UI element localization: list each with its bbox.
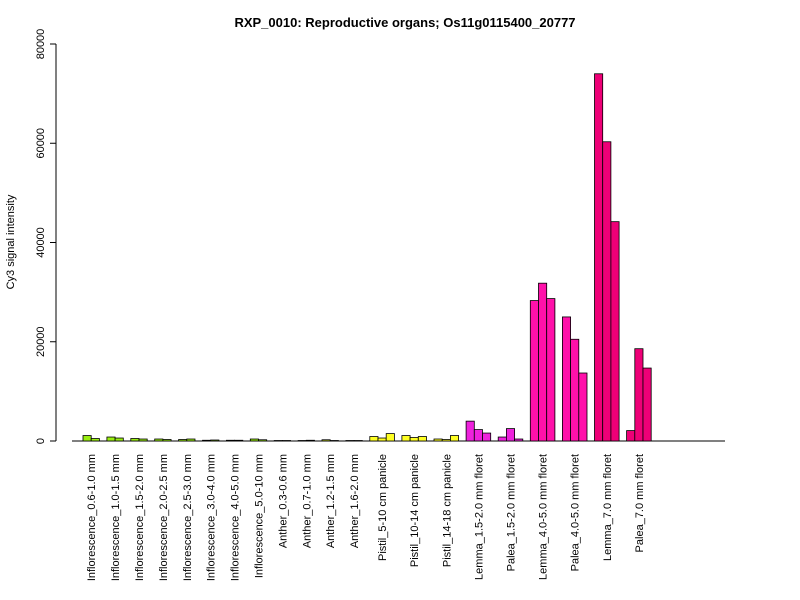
y-axis: 0 20000 40000 60000 80000 bbox=[35, 29, 57, 444]
x-category-label: Lemma_7.0 mm floret bbox=[602, 454, 614, 561]
bar bbox=[473, 429, 483, 442]
bar bbox=[634, 348, 644, 442]
bar bbox=[441, 439, 451, 442]
bar bbox=[642, 367, 652, 442]
bar bbox=[433, 438, 443, 442]
x-category-label: Anther_0.3-0.6 mm bbox=[277, 454, 289, 548]
bar bbox=[234, 439, 244, 442]
x-category-label: Pistil_10-14 cm panicle bbox=[409, 454, 421, 567]
bar bbox=[562, 316, 572, 442]
bar bbox=[505, 428, 515, 442]
bar bbox=[529, 300, 539, 442]
x-category-label: Anther_0.7-1.0 mm bbox=[301, 454, 313, 548]
bar bbox=[82, 435, 92, 442]
x-category-label: Inflorescence_1.0-1.5 mm bbox=[110, 454, 122, 581]
y-axis-label: Cy3 signal intensity bbox=[5, 194, 17, 289]
x-category-label: Palea_7.0 mm floret bbox=[634, 454, 646, 552]
bars bbox=[72, 73, 725, 442]
x-category-label: Pistil_14-18 cm panicle bbox=[441, 454, 453, 567]
x-category-label: Anther_1.2-1.5 mm bbox=[325, 454, 337, 548]
bar bbox=[602, 141, 612, 442]
bar bbox=[258, 439, 268, 442]
x-category-label: Palea_4.0-5.0 mm floret bbox=[570, 454, 582, 571]
bar bbox=[106, 436, 116, 442]
bar bbox=[417, 436, 427, 442]
bar bbox=[114, 437, 124, 442]
y-tick-label: 0 bbox=[35, 438, 47, 444]
bar bbox=[626, 430, 636, 442]
y-tick-label: 20000 bbox=[35, 326, 47, 357]
bar bbox=[249, 438, 259, 442]
bar bbox=[90, 438, 100, 442]
x-category-label: Lemma_4.0-5.0 mm floret bbox=[538, 454, 550, 580]
bar bbox=[409, 437, 419, 442]
bar bbox=[497, 436, 507, 442]
bar bbox=[465, 420, 475, 442]
bar bbox=[210, 439, 220, 442]
bar bbox=[202, 439, 212, 442]
bar bbox=[130, 438, 140, 442]
bar bbox=[482, 432, 492, 442]
bar bbox=[225, 439, 235, 442]
y-tick-label: 60000 bbox=[35, 128, 47, 159]
bar bbox=[321, 439, 331, 442]
x-category-label: Inflorescence_2.0-2.5 mm bbox=[158, 454, 170, 581]
x-category-label: Inflorescence_3.0-4.0 mm bbox=[206, 454, 218, 581]
x-category-label: Lemma_1.5-2.0 mm floret bbox=[473, 454, 485, 580]
bar bbox=[154, 438, 164, 442]
bar bbox=[546, 298, 556, 442]
bar bbox=[385, 433, 395, 442]
bar bbox=[305, 439, 315, 442]
x-category-label: Palea_1.5-2.0 mm floret bbox=[506, 454, 518, 571]
bar bbox=[162, 439, 172, 442]
bar bbox=[186, 438, 196, 442]
bar bbox=[610, 221, 620, 442]
x-category-label: Inflorescence_2.5-3.0 mm bbox=[182, 454, 194, 581]
bar bbox=[578, 372, 588, 442]
bar bbox=[138, 438, 148, 442]
x-category-label: Inflorescence_5.0-10 mm bbox=[254, 454, 266, 578]
y-tick-label: 40000 bbox=[35, 227, 47, 258]
x-category-label: Inflorescence_4.0-5.0 mm bbox=[230, 454, 242, 581]
x-category-label: Inflorescence_1.5-2.0 mm bbox=[134, 454, 146, 581]
bar bbox=[178, 439, 188, 442]
x-category-label: Inflorescence_0.6-1.0 mm bbox=[86, 454, 98, 581]
x-axis-labels: Inflorescence_0.6-1.0 mm Inflorescence_1.… bbox=[86, 454, 646, 581]
bar bbox=[377, 437, 387, 442]
chart-title: RXP_0010: Reproductive organs; Os11g0115… bbox=[234, 15, 575, 30]
bar bbox=[538, 282, 548, 442]
bar bbox=[594, 73, 604, 442]
x-category-label: Anther_1.6-2.0 mm bbox=[349, 454, 361, 548]
bar bbox=[570, 338, 580, 442]
bar bbox=[401, 435, 411, 442]
bar bbox=[369, 436, 379, 442]
bar bbox=[449, 435, 459, 442]
bar bbox=[514, 438, 524, 442]
x-category-label: Pistil_5-10 cm panicle bbox=[377, 454, 389, 561]
y-tick-label: 80000 bbox=[35, 29, 47, 60]
